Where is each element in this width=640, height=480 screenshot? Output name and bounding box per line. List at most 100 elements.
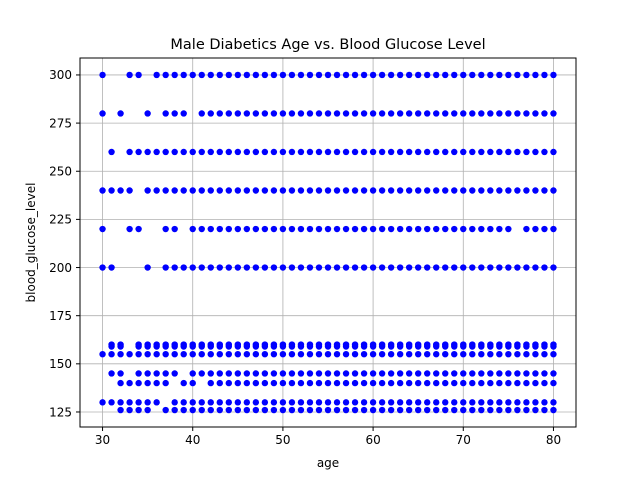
data-point — [324, 399, 332, 406]
data-point — [414, 110, 422, 117]
data-point — [496, 343, 503, 350]
data-point — [369, 399, 377, 406]
data-point — [315, 187, 323, 194]
data-point — [414, 71, 422, 79]
data-point — [469, 351, 476, 358]
data-point — [478, 110, 485, 117]
y-tick-label: 300 — [49, 68, 72, 82]
data-point — [478, 399, 485, 406]
data-point — [144, 399, 151, 406]
data-point — [288, 343, 296, 350]
data-point — [414, 225, 422, 233]
data-point — [378, 379, 386, 387]
data-point — [288, 379, 296, 387]
data-point — [117, 379, 124, 387]
data-point — [487, 225, 494, 233]
data-point — [541, 110, 548, 117]
x-tick-label: 40 — [185, 433, 200, 447]
data-point — [144, 148, 151, 156]
data-point — [414, 351, 422, 358]
data-point — [198, 370, 205, 377]
data-point — [207, 406, 214, 414]
data-point — [234, 343, 242, 350]
data-point — [306, 71, 314, 79]
data-point — [288, 148, 296, 156]
data-point — [99, 225, 106, 233]
data-point — [198, 264, 205, 271]
data-point — [396, 351, 404, 358]
data-point — [333, 351, 341, 358]
data-point — [469, 148, 476, 156]
data-point — [405, 71, 413, 79]
data-point — [234, 187, 242, 194]
data-point — [514, 264, 521, 271]
data-point — [396, 264, 404, 271]
data-point — [505, 264, 512, 271]
data-point — [162, 187, 169, 194]
data-point — [396, 406, 404, 414]
data-point — [324, 370, 332, 377]
data-point — [333, 406, 341, 414]
data-point — [369, 406, 377, 414]
data-point — [216, 71, 223, 79]
data-point — [162, 148, 169, 156]
data-point — [171, 148, 178, 156]
data-point — [523, 148, 530, 156]
data-point — [288, 187, 296, 194]
data-point — [378, 406, 386, 414]
y-tick-label: 125 — [49, 405, 72, 419]
data-point — [378, 225, 386, 233]
data-point — [550, 399, 557, 406]
data-point — [405, 110, 413, 117]
data-point — [478, 187, 485, 194]
data-point — [315, 379, 323, 387]
data-point — [99, 264, 106, 271]
data-point — [162, 110, 169, 117]
data-point — [279, 406, 287, 414]
data-point — [252, 406, 260, 414]
data-point — [153, 351, 160, 358]
data-point — [324, 406, 332, 414]
data-point — [162, 71, 169, 79]
data-point — [378, 71, 386, 79]
data-point — [162, 225, 169, 233]
data-point — [99, 71, 106, 79]
data-point — [234, 148, 242, 156]
data-point — [99, 187, 106, 194]
data-point — [369, 148, 377, 156]
data-point — [505, 406, 512, 414]
data-point — [234, 225, 242, 233]
data-point — [135, 148, 142, 156]
data-point — [333, 343, 341, 350]
data-point — [144, 187, 151, 194]
data-point — [171, 187, 178, 194]
data-point — [387, 71, 395, 79]
data-point — [505, 148, 512, 156]
data-point — [469, 71, 476, 79]
data-point — [297, 351, 305, 358]
data-point — [189, 187, 196, 194]
data-point — [405, 264, 413, 271]
data-point — [180, 71, 187, 79]
data-point — [135, 351, 142, 358]
data-point — [108, 187, 115, 194]
data-point — [405, 343, 413, 350]
data-point — [405, 351, 413, 358]
data-point — [189, 225, 196, 233]
data-point — [487, 71, 494, 79]
data-point — [243, 351, 251, 358]
data-point — [424, 264, 431, 271]
data-point — [297, 110, 305, 117]
data-point — [505, 187, 512, 194]
data-point — [306, 351, 314, 358]
data-point — [378, 187, 386, 194]
data-point — [460, 370, 467, 377]
data-point — [207, 399, 214, 406]
data-point — [153, 71, 160, 79]
data-point — [342, 110, 350, 117]
data-point — [478, 148, 485, 156]
data-point — [315, 110, 323, 117]
data-point — [279, 71, 287, 79]
data-point — [478, 71, 485, 79]
data-point — [541, 399, 548, 406]
